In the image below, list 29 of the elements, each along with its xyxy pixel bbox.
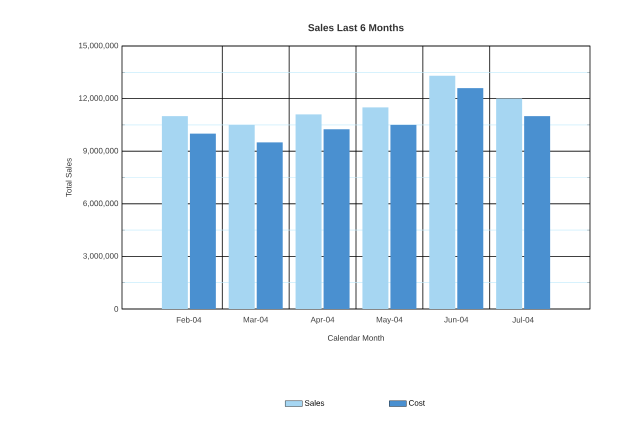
- chart-title: Sales Last 6 Months: [308, 24, 404, 32]
- legend-label: Cost: [408, 400, 425, 406]
- bar: [390, 124, 416, 309]
- bar: [457, 88, 484, 309]
- bar: [190, 134, 216, 309]
- x-tick-label: Apr-04: [310, 316, 334, 324]
- bar: [228, 124, 255, 309]
- bar: [162, 116, 188, 309]
- y-tick-label: 12,000,000: [79, 95, 118, 102]
- bar: [362, 107, 388, 309]
- y-tick-label: 0: [114, 306, 118, 312]
- y-tick-label: 3,000,000: [83, 253, 118, 260]
- bar: [524, 116, 550, 309]
- legend-label: Sales: [304, 400, 324, 406]
- bar: [324, 129, 350, 309]
- x-tick-label: Mar-04: [244, 316, 268, 322]
- y-tick-label: 9,000,000: [83, 148, 118, 154]
- y-axis-title: Total Sales: [66, 158, 72, 197]
- y-tick-label: 6,000,000: [83, 200, 118, 208]
- bar: [429, 76, 456, 309]
- x-tick-label: Jun-04: [444, 316, 468, 322]
- y-tick-label: 15,000,000: [79, 42, 118, 50]
- x-tick-label: Feb-04: [176, 316, 202, 323]
- x-axis-title: Calendar Month: [328, 334, 384, 341]
- bar: [256, 142, 283, 309]
- bar: [296, 114, 322, 309]
- x-tick-label: Jul-04: [512, 316, 534, 323]
- x-tick-label: May-04: [376, 316, 403, 324]
- bar: [496, 98, 522, 309]
